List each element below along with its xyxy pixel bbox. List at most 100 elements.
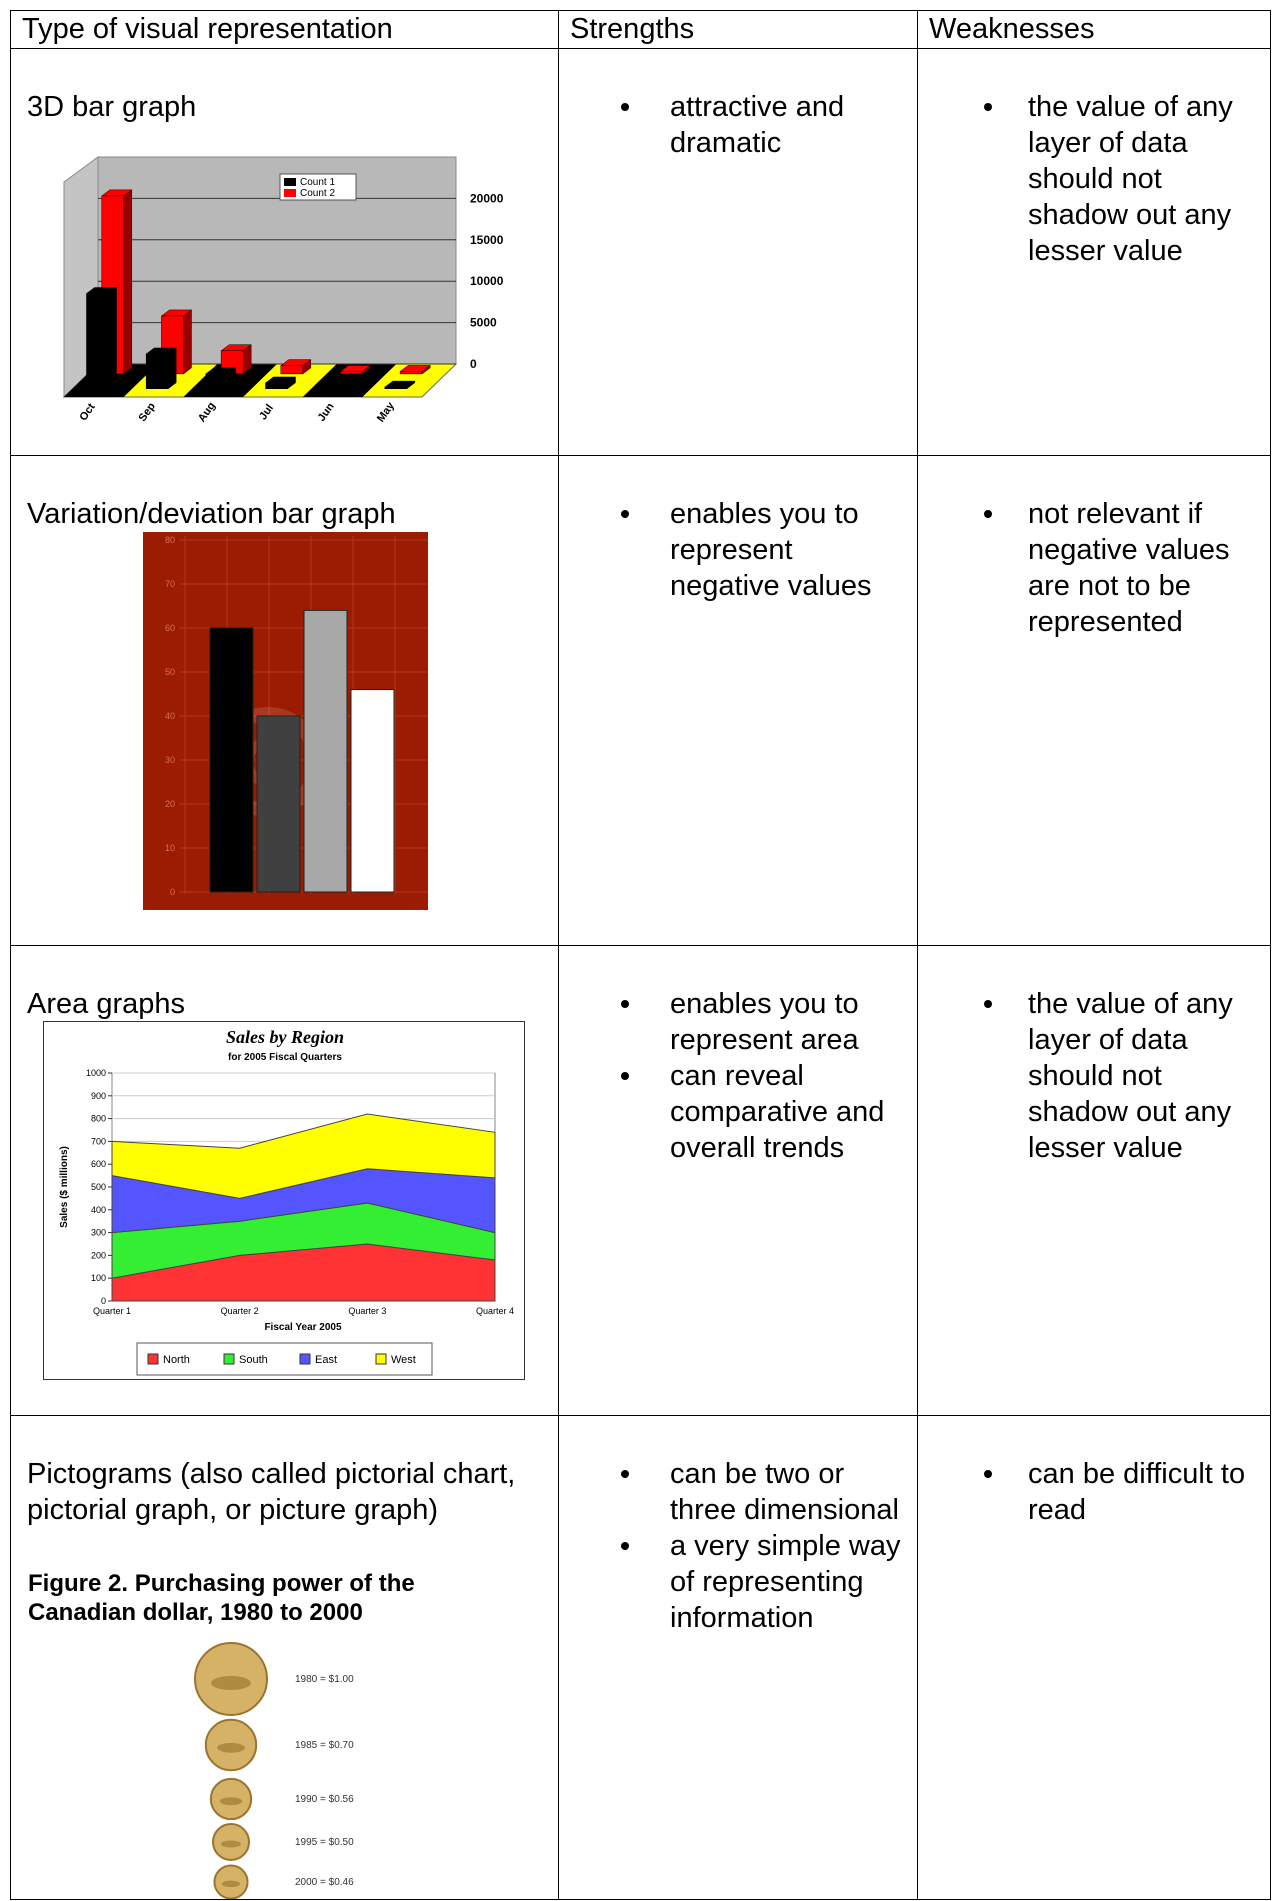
table-cell: Pictograms (also called pictorial chart,… — [10, 1415, 559, 1900]
legend-swatch — [299, 1353, 311, 1365]
bar — [209, 627, 254, 893]
y-tick-label: 200 — [91, 1250, 106, 1260]
figure: 0 5000 10000 15000 20000 Oct Sep Aug Jul Jun May Co… — [62, 156, 504, 424]
y-tick-label: 50 — [165, 667, 175, 677]
legend-swatch — [284, 189, 296, 197]
legend-label: Count 2 — [300, 188, 335, 199]
y-tick-label: 600 — [91, 1159, 106, 1169]
y-tick-label: 30 — [165, 755, 175, 765]
y-tick-label: 500 — [91, 1182, 106, 1192]
y-tick-label: 80 — [165, 535, 175, 545]
y-tick-label: 15000 — [470, 233, 504, 247]
bullet-list: the value of any layer of data should no… — [918, 986, 1263, 1166]
x-tick-label: May — [375, 399, 398, 424]
y-tick-label: 40 — [165, 711, 175, 721]
coin-detail — [219, 1797, 243, 1806]
y-tick-label: 60 — [165, 623, 175, 633]
bullet-item: can be difficult to read — [918, 1456, 1263, 1528]
bullet — [621, 1000, 629, 1008]
bullet-list: the value of any layer of data should no… — [918, 89, 1263, 269]
bar-side — [183, 309, 192, 375]
bullet-item: can be two or three dimensional — [559, 1456, 905, 1528]
bullet-item: enables you to represent negative values — [559, 496, 905, 604]
coin-label: 1995 = $0.50 — [295, 1837, 354, 1848]
bullet-item: can reveal comparative and overall trend… — [559, 1058, 905, 1166]
bullet-list: can be difficult to read — [918, 1456, 1263, 1528]
coin-detail — [217, 1742, 245, 1753]
chart-title: Sales by Region — [226, 1027, 344, 1047]
bullet-list: can be two or three dimensional a very si… — [559, 1456, 905, 1636]
bullet-item: not relevant if negative values are not … — [918, 496, 1263, 640]
bar — [280, 365, 304, 375]
coin-label: 1980 = $1.00 — [295, 1674, 354, 1685]
legend-label: North — [163, 1354, 190, 1366]
bullet-text: enables you to represent negative values — [670, 498, 872, 602]
legend-swatch — [223, 1353, 235, 1365]
bar — [324, 386, 348, 390]
bullet — [621, 510, 629, 518]
bullet-list: enables you to represent negative values — [559, 496, 905, 604]
y-tick-label: 70 — [165, 579, 175, 589]
bullet-list: attractive and dramatic — [559, 89, 905, 161]
header-text: Strengths — [570, 13, 695, 45]
coin-detail — [211, 1676, 251, 1690]
bullet — [984, 1000, 992, 1008]
table-cell: the value of any layer of data should no… — [917, 48, 1271, 456]
back-wall — [97, 156, 457, 365]
bullet-item: enables you to represent area — [559, 986, 905, 1058]
legend-label: Count 1 — [300, 177, 335, 188]
y-axis-label: Sales ($ millions) — [59, 1146, 70, 1228]
bullet-item: attractive and dramatic — [559, 89, 905, 161]
y-tick-label: 800 — [91, 1114, 106, 1124]
table-cell: attractive and dramatic — [558, 48, 918, 456]
header-text: Weaknesses — [929, 13, 1095, 45]
bar-side — [167, 347, 177, 390]
x-tick-label: Quarter 3 — [348, 1306, 386, 1316]
legend-label: East — [315, 1354, 337, 1366]
legend-label: West — [391, 1354, 416, 1366]
bullet — [984, 510, 992, 518]
y-tick-label: 0 — [101, 1296, 106, 1306]
bar — [145, 353, 169, 389]
bullet-text: a very simple way of representing inform… — [670, 1530, 901, 1634]
table-cell: not relevant if negative values are not … — [917, 455, 1271, 946]
bullet — [621, 1470, 629, 1478]
bullet-text: attractive and dramatic — [670, 91, 845, 159]
bar — [340, 371, 363, 375]
x-tick-label: Quarter 1 — [93, 1306, 131, 1316]
y-tick-label: 100 — [91, 1273, 106, 1283]
coin-label: 1985 = $0.70 — [295, 1740, 354, 1751]
table-cell: Weaknesses — [917, 10, 1271, 49]
x-tick-label: Jul — [257, 402, 276, 422]
type-label: Pictograms (also called pictorial chart,… — [27, 1458, 516, 1526]
x-tick-label: Aug — [196, 400, 218, 424]
table-cell: Type of visual representation — [10, 10, 559, 49]
table-cell: enables you to represent area can reveal … — [558, 945, 918, 1416]
bar — [86, 293, 109, 389]
bar — [265, 382, 288, 389]
bullet-list: not relevant if negative values are not … — [918, 496, 1263, 640]
figure: 0 10 20 30 40 50 60 70 80 — [143, 532, 428, 910]
y-tick-label: 20000 — [470, 191, 504, 205]
y-tick-label: 10000 — [470, 274, 504, 288]
figure-title: Figure 2. Purchasing power of the Canadi… — [28, 1570, 415, 1626]
chart-subtitle: for 2005 Fiscal Quarters — [228, 1052, 342, 1063]
y-tick-label: 300 — [91, 1228, 106, 1238]
x-tick-label: Oct — [77, 401, 98, 423]
table-cell: 3D bar graph 0 5000 10000 15000 20000 Oct Sep Au… — [10, 48, 559, 456]
y-tick-label: 400 — [91, 1205, 106, 1215]
type-label: Area graphs — [27, 988, 185, 1020]
bullet-list: enables you to represent area can reveal … — [559, 986, 905, 1166]
table-cell: the value of any layer of data should no… — [917, 945, 1271, 1416]
legend-swatch — [147, 1353, 159, 1365]
table-cell: Variation/deviation bar graph 0 10 20 30 40 50… — [10, 455, 559, 946]
coin-detail — [221, 1880, 241, 1888]
bullet — [621, 1542, 629, 1550]
bar-side — [108, 287, 117, 390]
y-tick-label: 5000 — [470, 316, 497, 330]
x-tick-label: Quarter 2 — [221, 1306, 259, 1316]
bullet-item: a very simple way of representing inform… — [559, 1528, 905, 1636]
bar — [303, 609, 348, 893]
legend-label: South — [239, 1354, 268, 1366]
